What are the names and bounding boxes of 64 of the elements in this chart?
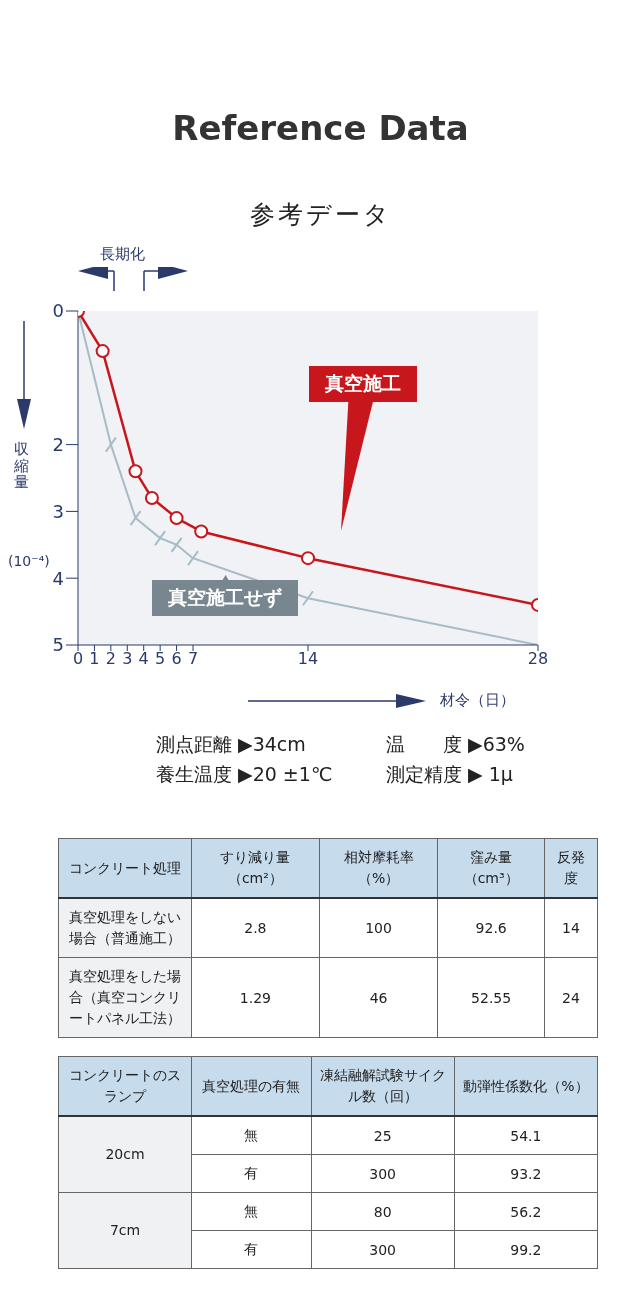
text: 300 — [369, 1165, 396, 1182]
x-tick-label: 1 — [89, 649, 100, 669]
point — [144, 491, 159, 506]
text: 測定精度 ▶ 1μ — [386, 762, 514, 787]
point — [128, 464, 143, 479]
category-label: 無 — [244, 1127, 259, 1143]
category-label: 動弾性係数化（%） — [454, 1056, 598, 1116]
text: 14 — [562, 920, 580, 936]
text: 100 — [365, 920, 392, 936]
text: (10⁻⁴) — [8, 553, 50, 569]
category-label: 有 — [244, 1165, 259, 1181]
text: 46 — [369, 989, 388, 1006]
text: 1.29 — [239, 989, 271, 1006]
category-label: 7cm — [109, 1222, 141, 1238]
text: 93.2 — [510, 1165, 542, 1182]
x-axis-title: 材令（日） — [440, 691, 515, 710]
y-tick-label: 2 — [52, 433, 64, 455]
y-tick-label: 4 — [52, 567, 64, 589]
point — [194, 524, 209, 539]
y-axis-title: 収縮量 — [14, 440, 30, 491]
category-label: すり減り量（cm²） — [191, 838, 320, 898]
text: 99.2 — [510, 1241, 542, 1258]
x-tick-label: 0 — [72, 649, 84, 669]
text: 24 — [562, 989, 580, 1006]
category-label: 有 — [244, 1241, 259, 1257]
category-label: 真空処理をしない場合（普通施工） — [69, 909, 181, 946]
category-label: 20cm — [105, 1146, 145, 1162]
x-tick-label: 6 — [171, 649, 182, 669]
chart-title: Reference Data — [171, 107, 470, 148]
x-tick-label: 14 — [297, 649, 319, 669]
chart-subtitle: 参考データ — [248, 199, 393, 231]
text: 56.2 — [510, 1203, 542, 1220]
text: 測点距離 ▶34cm — [156, 732, 307, 757]
category-label: 真空処理の有無 — [191, 1056, 312, 1116]
x-tick-label: 4 — [138, 649, 149, 669]
text: 92.6 — [475, 920, 507, 936]
text: 25 — [373, 1127, 392, 1144]
category-label: 反発度 — [544, 838, 598, 898]
y-tick-label: 0 — [52, 300, 64, 322]
x-tick-label: 5 — [155, 649, 166, 669]
x-tick-label: 28 — [527, 649, 549, 669]
category-label: 無 — [244, 1203, 259, 1219]
text: 養生温度 ▶20 ±1℃ — [156, 762, 334, 787]
category-label: 窪み量（cm³） — [437, 838, 545, 898]
series-label: 真空施工せず — [152, 580, 299, 617]
text: 2.8 — [244, 920, 267, 936]
text: 52.55 — [471, 989, 512, 1006]
category-label: コンクリートのスランプ — [58, 1056, 192, 1116]
category-label: 真空処理をした場合（真空コンクリートパネル工法） — [69, 968, 181, 1026]
text: 長期化 — [100, 245, 145, 264]
x-tick-label: 3 — [122, 649, 133, 669]
category-label: コンクリート処理 — [58, 838, 192, 898]
text: 80 — [373, 1203, 392, 1220]
text: 真空施工 — [309, 366, 418, 403]
category-label: 相対摩耗率（%） — [319, 838, 438, 898]
text: 温 度 ▶63% — [386, 732, 526, 757]
point — [301, 551, 315, 566]
y-tick-label: 3 — [52, 500, 64, 522]
x-tick-label: 2 — [105, 649, 116, 669]
x-tick-label: 7 — [187, 649, 199, 669]
text: 300 — [369, 1241, 396, 1258]
category-label: 凍結融解試験サイクル数（回） — [311, 1056, 455, 1116]
point — [169, 511, 184, 526]
text: 54.1 — [510, 1127, 542, 1144]
